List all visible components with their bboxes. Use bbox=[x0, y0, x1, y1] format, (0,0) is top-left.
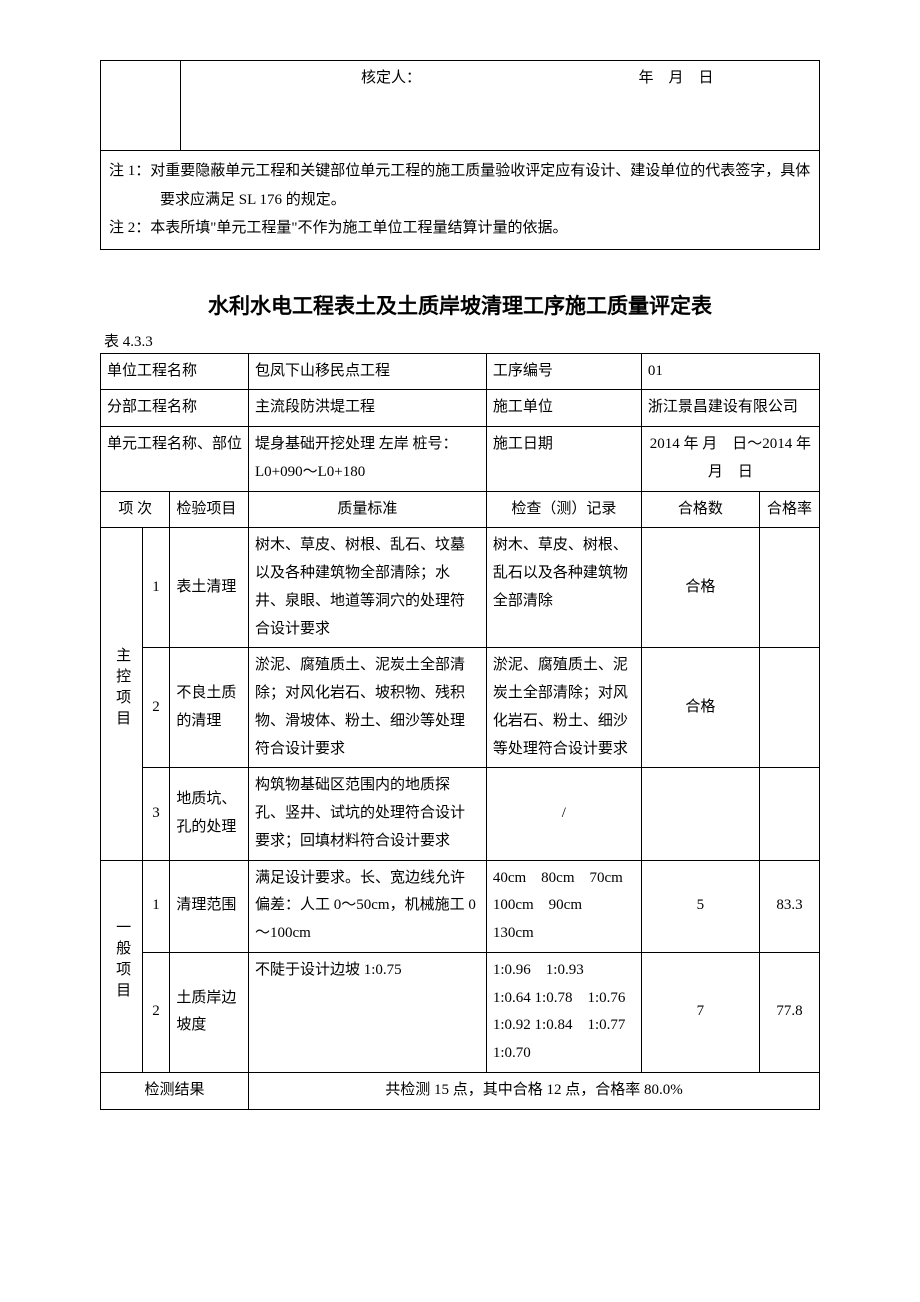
table-row: 3 地质坑、孔的处理 构筑物基础区范围内的地质探孔、竖井、试坑的处理符合设计要求… bbox=[101, 768, 820, 860]
row-pass: 合格 bbox=[641, 528, 759, 648]
result-value: 共检测 15 点，其中合格 12 点，合格率 80.0% bbox=[249, 1072, 820, 1109]
proc-no-value: 01 bbox=[641, 353, 819, 390]
proc-no-label: 工序编号 bbox=[486, 353, 641, 390]
element-value: 堤身基础开挖处理 左岸 桩号：L0+090～L0+180 bbox=[249, 427, 487, 492]
notes-cell: 注 1：对重要隐蔽单元工程和关键部位单元工程的施工质量验收评定应有设计、建设单位… bbox=[101, 151, 820, 250]
table-row: 2 土质岸边坡度 不陡于设计边坡 1:0.75 1:0.96 1:0.93 1:… bbox=[101, 952, 820, 1072]
row-pass: 7 bbox=[641, 952, 759, 1072]
table-row: 2 不良土质的清理 淤泥、腐殖质土、泥炭土全部清除；对风化岩石、坡积物、残积物、… bbox=[101, 648, 820, 768]
row-item: 不良土质的清理 bbox=[170, 648, 249, 768]
col-item-seq: 项 次 bbox=[101, 491, 170, 528]
date-label: 施工日期 bbox=[486, 427, 641, 492]
element-label: 单元工程名称、部位 bbox=[101, 427, 249, 492]
row-record: 树木、草皮、树根、乱石以及各种建筑物全部清除 bbox=[486, 528, 641, 648]
row-standard: 构筑物基础区范围内的地质探孔、竖井、试坑的处理符合设计要求；回填材料符合设计要求 bbox=[249, 768, 487, 860]
approver-label: 核定人： bbox=[361, 70, 421, 86]
row-pass: 合格 bbox=[641, 648, 759, 768]
evaluation-table: 单位工程名称 包凤下山移民点工程 工序编号 01 分部工程名称 主流段防洪堤工程… bbox=[100, 353, 820, 1110]
result-label: 检测结果 bbox=[101, 1072, 249, 1109]
row-item: 清理范围 bbox=[170, 860, 249, 952]
row-num: 1 bbox=[142, 860, 170, 952]
note-2: 注 2：本表所填"单元工程量"不作为施工单位工程量结算计量的依据。 bbox=[109, 214, 811, 243]
page-title: 水利水电工程表土及土质岸坡清理工序施工质量评定表 bbox=[100, 290, 820, 320]
row-rate bbox=[760, 528, 820, 648]
row-rate: 83.3 bbox=[760, 860, 820, 952]
table-number: 表 4.3.3 bbox=[100, 330, 820, 351]
section-label: 分部工程名称 bbox=[101, 390, 249, 427]
col-standard: 质量标准 bbox=[249, 491, 487, 528]
row-num: 2 bbox=[142, 648, 170, 768]
table-row: 主控项目 1 表土清理 树木、草皮、树根、乱石、坟墓以及各种建筑物全部清除；水井… bbox=[101, 528, 820, 648]
group-main: 主控项目 bbox=[101, 528, 143, 860]
col-pass-count: 合格数 bbox=[641, 491, 759, 528]
row-item: 表土清理 bbox=[170, 528, 249, 648]
row-rate: 77.8 bbox=[760, 952, 820, 1072]
approval-blank-cell bbox=[101, 61, 181, 151]
row-num: 3 bbox=[142, 768, 170, 860]
unit-project-value: 包凤下山移民点工程 bbox=[249, 353, 487, 390]
row-standard: 满足设计要求。长、宽边线允许偏差：人工 0～50cm，机械施工 0～100cm bbox=[249, 860, 487, 952]
construct-unit-value: 浙江景昌建设有限公司 bbox=[641, 390, 819, 427]
row-standard: 不陡于设计边坡 1:0.75 bbox=[249, 952, 487, 1072]
col-pass-rate: 合格率 bbox=[760, 491, 820, 528]
note-1: 注 1：对重要隐蔽单元工程和关键部位单元工程的施工质量验收评定应有设计、建设单位… bbox=[109, 157, 811, 214]
unit-project-label: 单位工程名称 bbox=[101, 353, 249, 390]
group-general: 一般项目 bbox=[101, 860, 143, 1072]
row-record: 40cm 80cm 70cm 100cm 90cm 130cm bbox=[486, 860, 641, 952]
table-row: 一般项目 1 清理范围 满足设计要求。长、宽边线允许偏差：人工 0～50cm，机… bbox=[101, 860, 820, 952]
row-standard: 树木、草皮、树根、乱石、坟墓以及各种建筑物全部清除；水井、泉眼、地道等洞穴的处理… bbox=[249, 528, 487, 648]
row-record: 1:0.96 1:0.93 1:0.64 1:0.78 1:0.76 1:0.9… bbox=[486, 952, 641, 1072]
date-value: 2014 年 月 日～2014 年 月 日 bbox=[641, 427, 819, 492]
row-rate bbox=[760, 768, 820, 860]
row-record: / bbox=[486, 768, 641, 860]
col-record: 检查（测）记录 bbox=[486, 491, 641, 528]
row-pass: 5 bbox=[641, 860, 759, 952]
row-item: 土质岸边坡度 bbox=[170, 952, 249, 1072]
row-num: 1 bbox=[142, 528, 170, 648]
section-value: 主流段防洪堤工程 bbox=[249, 390, 487, 427]
result-row: 检测结果 共检测 15 点，其中合格 12 点，合格率 80.0% bbox=[101, 1072, 820, 1109]
row-num: 2 bbox=[142, 952, 170, 1072]
approval-table: 核定人： 年 月 日 注 1：对重要隐蔽单元工程和关键部位单元工程的施工质量验收… bbox=[100, 60, 820, 250]
construct-unit-label: 施工单位 bbox=[486, 390, 641, 427]
row-rate bbox=[760, 648, 820, 768]
row-pass bbox=[641, 768, 759, 860]
row-item: 地质坑、孔的处理 bbox=[170, 768, 249, 860]
row-standard: 淤泥、腐殖质土、泥炭土全部清除；对风化岩石、坡积物、残积物、滑坡体、粉土、细沙等… bbox=[249, 648, 487, 768]
row-record: 淤泥、腐殖质土、泥炭土全部清除；对风化岩石、粉土、细沙等处理符合设计要求 bbox=[486, 648, 641, 768]
approval-line: 核定人： 年 月 日 bbox=[181, 61, 820, 151]
col-check-item: 检验项目 bbox=[170, 491, 249, 528]
approval-date-label: 年 月 日 bbox=[639, 70, 714, 86]
